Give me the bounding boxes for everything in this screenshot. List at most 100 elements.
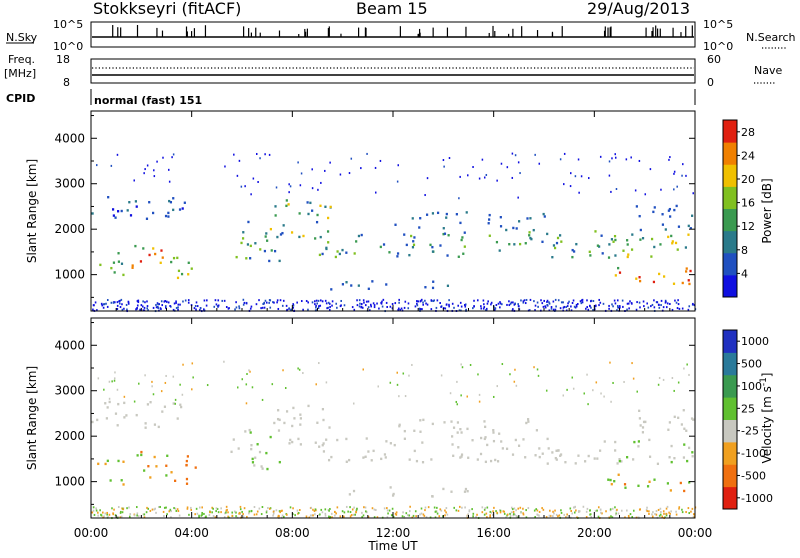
scatter-cell — [318, 514, 320, 517]
scatter-cell — [238, 307, 241, 310]
scatter-cell — [113, 508, 115, 511]
scatter-cell — [638, 417, 641, 420]
scatter-cell — [114, 301, 116, 304]
scatter-cell — [257, 180, 259, 183]
scatter-cell — [398, 423, 401, 427]
scatter-cell — [602, 302, 605, 305]
scatter-cell — [593, 457, 596, 460]
scatter-cell — [657, 383, 660, 386]
scatter-cell — [309, 201, 312, 205]
scatter-cell — [137, 299, 140, 302]
scatter-cell — [242, 515, 245, 518]
colorbar-tick-label: 12 — [741, 220, 755, 233]
scatter-cell — [110, 301, 113, 304]
scatter-cell — [552, 515, 554, 518]
scatter-cell — [217, 511, 220, 514]
scatter-cell — [613, 299, 616, 302]
scatter-cell — [541, 452, 544, 455]
scatter-cell — [489, 514, 492, 517]
scatter-cell — [600, 234, 603, 237]
scatter-cell — [338, 252, 341, 256]
scatter-cell — [251, 457, 254, 461]
scatter-cell — [523, 299, 526, 302]
scatter-cell — [610, 190, 612, 193]
scatter-cell — [645, 508, 648, 511]
scatter-cell — [343, 515, 345, 518]
scatter-cell — [576, 516, 578, 519]
scatter-cell — [659, 513, 662, 516]
scatter-cell — [282, 224, 285, 227]
scatter-cell — [562, 306, 565, 309]
scatter-cell — [498, 432, 501, 435]
scatter-cell — [661, 223, 665, 226]
scatter-cell — [195, 301, 198, 304]
scatter-cell — [431, 245, 434, 249]
scatter-cell — [331, 516, 333, 519]
scatter-cell — [446, 284, 450, 288]
scatter-cell — [499, 302, 502, 305]
scatter-cell — [436, 506, 438, 509]
scatter-cell — [495, 304, 498, 307]
scatter-cell — [614, 506, 616, 509]
scatter-cell — [464, 506, 466, 509]
scatter-cell — [525, 421, 528, 425]
scatter-cell — [637, 440, 640, 443]
colorbar-segment — [723, 142, 737, 165]
scatter-cell — [594, 230, 597, 233]
scatter-cell — [466, 489, 469, 493]
scatter-cell — [394, 302, 397, 305]
colorbar-tick-label: 100 — [741, 380, 762, 393]
scatter-cell — [382, 298, 385, 301]
scatter-cell — [102, 511, 104, 514]
scatter-cell — [321, 407, 325, 411]
scatter-cell — [510, 506, 513, 509]
scatter-cell — [493, 506, 495, 509]
scatter-cell — [534, 516, 536, 519]
scatter-cell — [328, 515, 330, 518]
scatter-cell — [258, 507, 261, 510]
scatter-cell — [608, 160, 611, 163]
scatter-cell — [340, 304, 342, 307]
scatter-cell — [566, 388, 568, 391]
scatter-cell — [517, 196, 519, 199]
scatter-cell — [227, 307, 230, 310]
scatter-cell — [415, 459, 419, 463]
scatter-cell — [575, 305, 578, 308]
scatter-cell — [278, 460, 281, 464]
scatter-cell — [279, 511, 282, 514]
scatter-cell — [318, 305, 320, 308]
scatter-cell — [488, 213, 491, 217]
scatter-cell — [496, 179, 498, 182]
scatter-cell — [108, 380, 111, 383]
scatter-cell — [376, 516, 379, 519]
scatter-cell — [480, 307, 483, 310]
scatter-cell — [519, 172, 521, 175]
scatter-cell — [417, 300, 420, 303]
scatter-cell — [525, 516, 528, 519]
scatter-cell — [550, 307, 553, 310]
scatter-cell — [480, 436, 483, 440]
scatter-cell — [541, 507, 543, 510]
scatter-cell — [198, 514, 200, 517]
scatter-cell — [250, 443, 253, 447]
scatter-cell — [457, 446, 460, 449]
scatter-cell — [275, 186, 278, 189]
scatter-cell — [671, 242, 674, 245]
scatter-cell — [156, 302, 159, 305]
scatter-cell — [146, 164, 149, 167]
scatter-cell — [143, 172, 145, 175]
scatter-cell — [613, 234, 617, 238]
scatter-cell — [459, 221, 462, 225]
scatter-cell — [172, 308, 175, 311]
scatter-cell — [638, 301, 641, 304]
scatter-cell — [477, 373, 479, 376]
scatter-cell — [674, 241, 678, 245]
scatter-cell — [246, 515, 248, 518]
scatter-cell — [529, 217, 532, 220]
scatter-cell — [626, 509, 628, 512]
scatter-cell — [692, 418, 695, 421]
scatter-cell — [669, 302, 671, 305]
scatter-cell — [174, 507, 177, 510]
scatter-cell — [646, 506, 648, 509]
